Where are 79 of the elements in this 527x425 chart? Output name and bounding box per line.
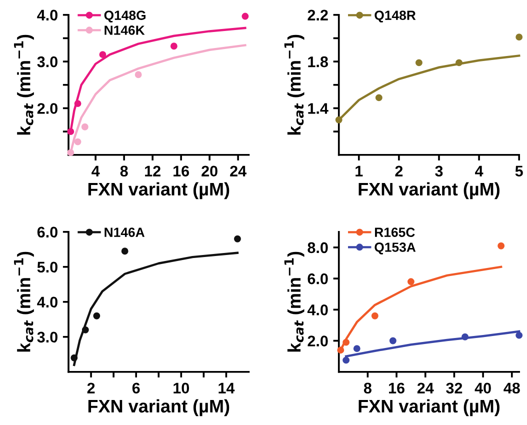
y-axis-title: k$_{cat}$ (min$^{−1}$) xyxy=(284,34,304,135)
x-tick-label: 2 xyxy=(395,166,403,176)
x-tick-label: 20 xyxy=(202,166,218,177)
point xyxy=(93,312,100,320)
x-tick-label: 1 xyxy=(356,166,363,176)
legend-label: N146K xyxy=(104,26,145,35)
point xyxy=(67,128,74,136)
x-axis-title: FXN variant (µM) xyxy=(88,182,230,200)
x-tick-label: 24 xyxy=(417,382,434,394)
x-tick-label: 32 xyxy=(446,382,462,394)
y-tick-label: 8.0 xyxy=(308,242,328,254)
legend-label: R165C xyxy=(375,228,415,237)
x-tick-label: 4 xyxy=(475,166,484,176)
point xyxy=(415,59,422,66)
legend-label: Q148R xyxy=(374,10,416,22)
point xyxy=(74,138,82,146)
y-tick-label: 2.0 xyxy=(308,336,328,346)
x-tick-label: 3 xyxy=(435,166,443,177)
y-tick-label: 6.0 xyxy=(37,226,58,238)
y-tick-label: 5.0 xyxy=(37,262,58,273)
x-tick-label: 8 xyxy=(120,166,128,177)
x-tick-label: 24 xyxy=(230,166,246,176)
point xyxy=(342,338,350,346)
y-tick-label: 2.0 xyxy=(37,103,58,114)
point xyxy=(70,354,78,362)
x-tick-label: 5 xyxy=(515,166,523,177)
y-tick-label: 2.2 xyxy=(308,10,328,20)
y-tick-label: 1.4 xyxy=(308,103,328,114)
x-axis-title: FXN variant (µM) xyxy=(358,182,500,200)
y-tick-label: 6.0 xyxy=(308,273,328,284)
y-axis-title: k$_{cat}$ (min$^{−1}$) xyxy=(14,252,34,352)
point xyxy=(389,337,396,344)
x-tick-label: 4 xyxy=(92,166,100,176)
x-tick-label: 2 xyxy=(87,382,95,394)
point xyxy=(353,345,360,352)
x-tick-label: 12 xyxy=(145,166,160,176)
point xyxy=(371,312,378,320)
point xyxy=(82,326,89,334)
x-tick-label: 6 xyxy=(132,382,140,394)
x-tick-label: 16 xyxy=(174,166,190,177)
x-tick-label: 16 xyxy=(389,382,404,394)
point xyxy=(81,123,88,130)
point xyxy=(337,346,344,354)
legend-label: Q153A xyxy=(374,242,416,254)
x-tick-label: 48 xyxy=(504,382,520,394)
point xyxy=(170,42,178,50)
point xyxy=(134,71,142,78)
legend-label: Q148G xyxy=(104,10,146,22)
x-tick-label: 10 xyxy=(174,382,190,394)
y-tick-label: 3.0 xyxy=(37,56,58,68)
point xyxy=(99,51,106,58)
x-tick-label: 8 xyxy=(364,382,372,394)
y-tick-label: 4.0 xyxy=(307,304,328,316)
x-axis-title: FXN variant (µM) xyxy=(88,399,230,416)
x-axis-title: FXN variant (µM) xyxy=(358,399,500,416)
point xyxy=(74,100,82,108)
line-series xyxy=(73,252,239,366)
point xyxy=(407,278,414,286)
point xyxy=(335,116,342,124)
x-tick-label: 40 xyxy=(474,382,491,394)
point xyxy=(456,59,462,66)
legend-label: N146A xyxy=(104,228,145,237)
x-tick-label: 14 xyxy=(218,382,235,394)
y-axis-title: k$_{cat}$ (min$^{−1}$) xyxy=(14,34,34,135)
point xyxy=(242,12,249,20)
y-tick-label: 1.8 xyxy=(308,56,328,68)
point xyxy=(498,242,505,250)
point xyxy=(342,356,350,364)
point xyxy=(516,34,523,41)
y-tick-label: 4.0 xyxy=(37,296,58,308)
y-axis-title: k$_{cat}$ (min$^{−1}$) xyxy=(284,252,304,352)
y-tick-label: 3.0 xyxy=(37,332,58,343)
point xyxy=(375,94,382,102)
point xyxy=(516,332,523,339)
point xyxy=(67,149,74,156)
y-tick-label: 4.0 xyxy=(37,10,58,21)
point xyxy=(462,333,468,340)
point xyxy=(121,248,128,255)
point xyxy=(234,235,241,242)
